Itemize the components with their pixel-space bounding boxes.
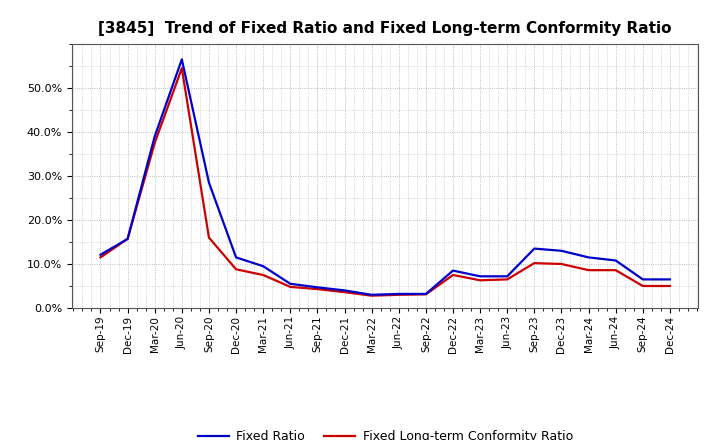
Fixed Long-term Conformity Ratio (123, 236, 132, 242)
Fixed Ratio (232, 255, 240, 260)
Fixed Ratio (341, 288, 349, 293)
Fixed Long-term Conformity Ratio (259, 272, 268, 278)
Fixed Ratio (639, 277, 647, 282)
Fixed Long-term Conformity Ratio (178, 66, 186, 71)
Fixed Long-term Conformity Ratio (530, 260, 539, 266)
Fixed Ratio (313, 285, 322, 290)
Fixed Long-term Conformity Ratio (584, 268, 593, 273)
Fixed Long-term Conformity Ratio (96, 255, 105, 260)
Fixed Ratio (259, 264, 268, 269)
Fixed Ratio (611, 258, 620, 263)
Fixed Long-term Conformity Ratio (286, 284, 294, 290)
Fixed Ratio (96, 252, 105, 257)
Fixed Ratio (584, 255, 593, 260)
Fixed Long-term Conformity Ratio (611, 268, 620, 273)
Fixed Long-term Conformity Ratio (449, 272, 457, 278)
Fixed Long-term Conformity Ratio (150, 140, 159, 146)
Line: Fixed Ratio: Fixed Ratio (101, 59, 670, 295)
Fixed Long-term Conformity Ratio (421, 292, 430, 297)
Fixed Long-term Conformity Ratio (665, 283, 674, 289)
Fixed Long-term Conformity Ratio (204, 235, 213, 240)
Fixed Long-term Conformity Ratio (503, 277, 511, 282)
Fixed Ratio (449, 268, 457, 273)
Fixed Long-term Conformity Ratio (341, 290, 349, 295)
Fixed Ratio (503, 274, 511, 279)
Fixed Ratio (665, 277, 674, 282)
Fixed Ratio (530, 246, 539, 251)
Title: [3845]  Trend of Fixed Ratio and Fixed Long-term Conformity Ratio: [3845] Trend of Fixed Ratio and Fixed Lo… (99, 21, 672, 36)
Fixed Ratio (178, 57, 186, 62)
Fixed Long-term Conformity Ratio (476, 278, 485, 283)
Fixed Ratio (367, 292, 376, 297)
Fixed Ratio (476, 274, 485, 279)
Fixed Long-term Conformity Ratio (395, 292, 403, 297)
Legend: Fixed Ratio, Fixed Long-term Conformity Ratio: Fixed Ratio, Fixed Long-term Conformity … (192, 425, 578, 440)
Fixed Long-term Conformity Ratio (367, 293, 376, 298)
Fixed Long-term Conformity Ratio (557, 261, 566, 267)
Fixed Ratio (150, 134, 159, 139)
Fixed Long-term Conformity Ratio (313, 286, 322, 292)
Line: Fixed Long-term Conformity Ratio: Fixed Long-term Conformity Ratio (101, 68, 670, 296)
Fixed Ratio (421, 291, 430, 297)
Fixed Ratio (395, 291, 403, 297)
Fixed Long-term Conformity Ratio (232, 267, 240, 272)
Fixed Long-term Conformity Ratio (639, 283, 647, 289)
Fixed Ratio (123, 236, 132, 242)
Fixed Ratio (557, 248, 566, 253)
Fixed Ratio (204, 180, 213, 185)
Fixed Ratio (286, 281, 294, 286)
